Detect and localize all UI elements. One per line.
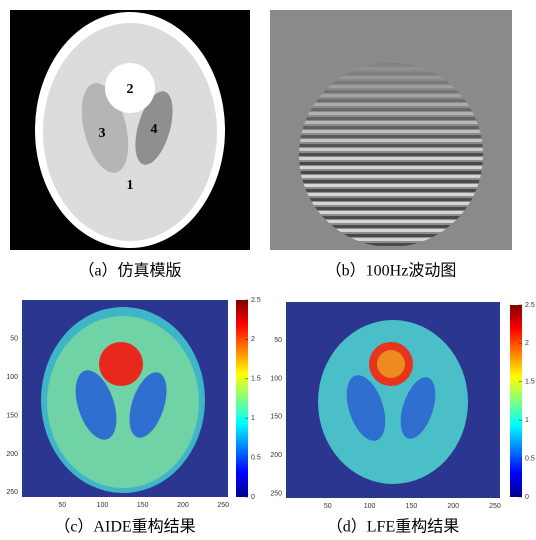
- y-tick-label: 100: [6, 374, 18, 381]
- x-tick-label: 150: [137, 502, 149, 509]
- colorbar-tick-label: 2: [525, 340, 529, 347]
- x-tick-label: 50: [324, 503, 332, 510]
- colorbar: [236, 300, 248, 497]
- label: 2: [127, 82, 134, 97]
- y-tick-label: 50: [274, 337, 282, 344]
- colorbar-tick-label: 2.5: [525, 302, 535, 309]
- label: 3: [99, 126, 106, 141]
- colorbar-tick-label: 0: [251, 494, 255, 501]
- y-tick-label: 150: [270, 414, 282, 421]
- x-tick-label: 250: [217, 502, 229, 509]
- y-tick-label: 250: [270, 490, 282, 497]
- brain: [47, 316, 199, 488]
- x-tick-label: 150: [406, 503, 418, 510]
- x-tick-label: 250: [489, 503, 501, 510]
- x-tick-label: 100: [364, 503, 376, 510]
- colorbar-tick-label: 0.5: [525, 455, 535, 462]
- y-tick-label: 250: [6, 489, 18, 496]
- panel-c: （c）AIDE重构结果 50 100 150 200 250 50 100 150 200 250…: [6, 297, 261, 536]
- caption: （d）LFE重构结果: [327, 518, 459, 536]
- region-2-core: [377, 350, 405, 378]
- colorbar-tick-label: 1.5: [525, 379, 535, 386]
- colorbar-tick-label: 2.5: [251, 297, 261, 304]
- colorbar-tick-label: 1.5: [251, 376, 261, 383]
- caption: （b）100Hz波动图: [326, 262, 457, 280]
- wavefield: [299, 63, 483, 247]
- label: 1: [127, 178, 134, 193]
- figure: 1 2 3 4 （a）仿真模版 （b）100Hz波动图 （c）AIDE重构结果 …: [0, 0, 536, 540]
- caption: （c）AIDE重构结果: [54, 518, 195, 536]
- y-tick-label: 50: [10, 335, 18, 342]
- y-tick-label: 150: [6, 412, 18, 419]
- x-tick-label: 200: [447, 503, 459, 510]
- colorbar: [510, 305, 522, 497]
- x-tick-label: 100: [97, 502, 109, 509]
- colorbar-tick-label: 0: [525, 494, 529, 501]
- brain: [43, 23, 217, 241]
- y-tick-label: 200: [270, 452, 282, 459]
- panel-d: （d）LFE重构结果 50 100 150 200 250 50 100 150 200 250 0…: [270, 302, 535, 536]
- panel-b: （b）100Hz波动图: [270, 10, 512, 280]
- x-tick-label: 200: [177, 502, 189, 509]
- colorbar-tick-label: 2: [251, 336, 255, 343]
- colorbar-tick-label: 0.5: [251, 454, 261, 461]
- y-tick-label: 100: [270, 375, 282, 382]
- colorbar-tick-label: 1: [251, 415, 255, 422]
- caption: （a）仿真模版: [78, 262, 181, 280]
- y-tick-label: 200: [6, 451, 18, 458]
- panel-a: 1 2 3 4 （a）仿真模版: [10, 10, 250, 280]
- x-tick-label: 50: [58, 502, 66, 509]
- colorbar-tick-label: 1: [525, 417, 529, 424]
- label: 4: [151, 122, 158, 137]
- region-2: [99, 342, 143, 386]
